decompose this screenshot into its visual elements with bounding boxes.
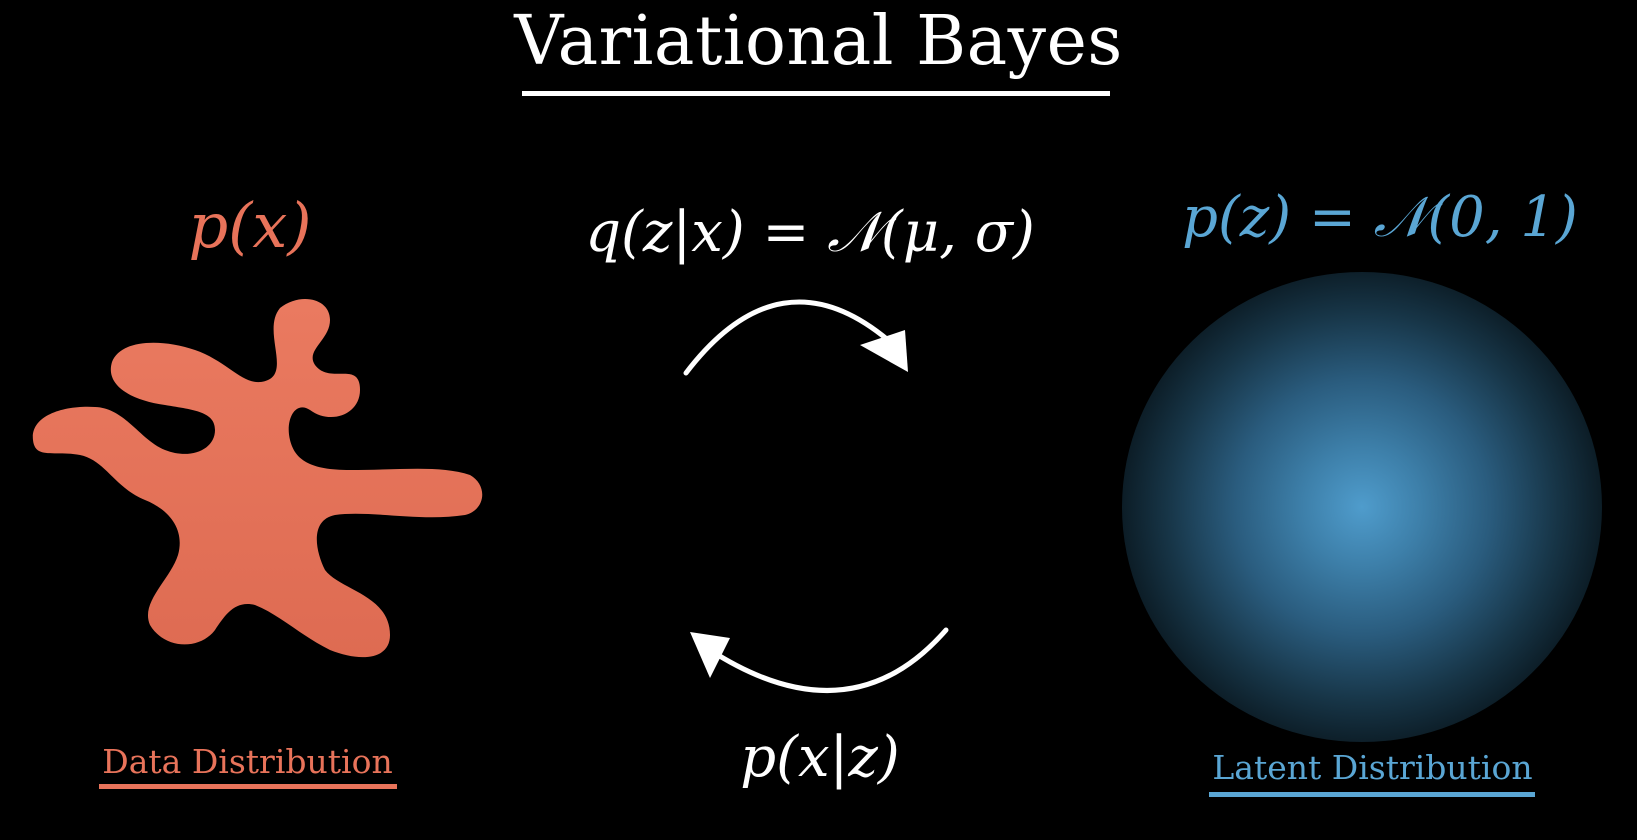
latent-caption-underline [1209, 792, 1535, 797]
encoder-formula: q(z|x) = 𝒩(μ, σ) [585, 200, 1035, 265]
decoder-formula: p(x|z) [740, 725, 900, 790]
data-distribution-blob-icon [32, 298, 483, 658]
title-underline [522, 91, 1110, 96]
encode-arrow-icon [683, 299, 908, 376]
page-title: Variational Bayes [514, 2, 1123, 81]
encode-decode-cycle [683, 299, 949, 693]
decode-arrow-icon [690, 627, 949, 693]
data-distribution-caption: Data Distribution [102, 742, 393, 781]
latent-distribution-caption: Latent Distribution [1212, 748, 1533, 787]
latent-distribution-formula: p(z) = 𝒩(0, 1) [1182, 185, 1578, 250]
data-distribution-formula: p(x) [188, 189, 312, 262]
latent-gaussian-glow-icon [1122, 272, 1602, 742]
data-caption-underline [99, 784, 397, 789]
